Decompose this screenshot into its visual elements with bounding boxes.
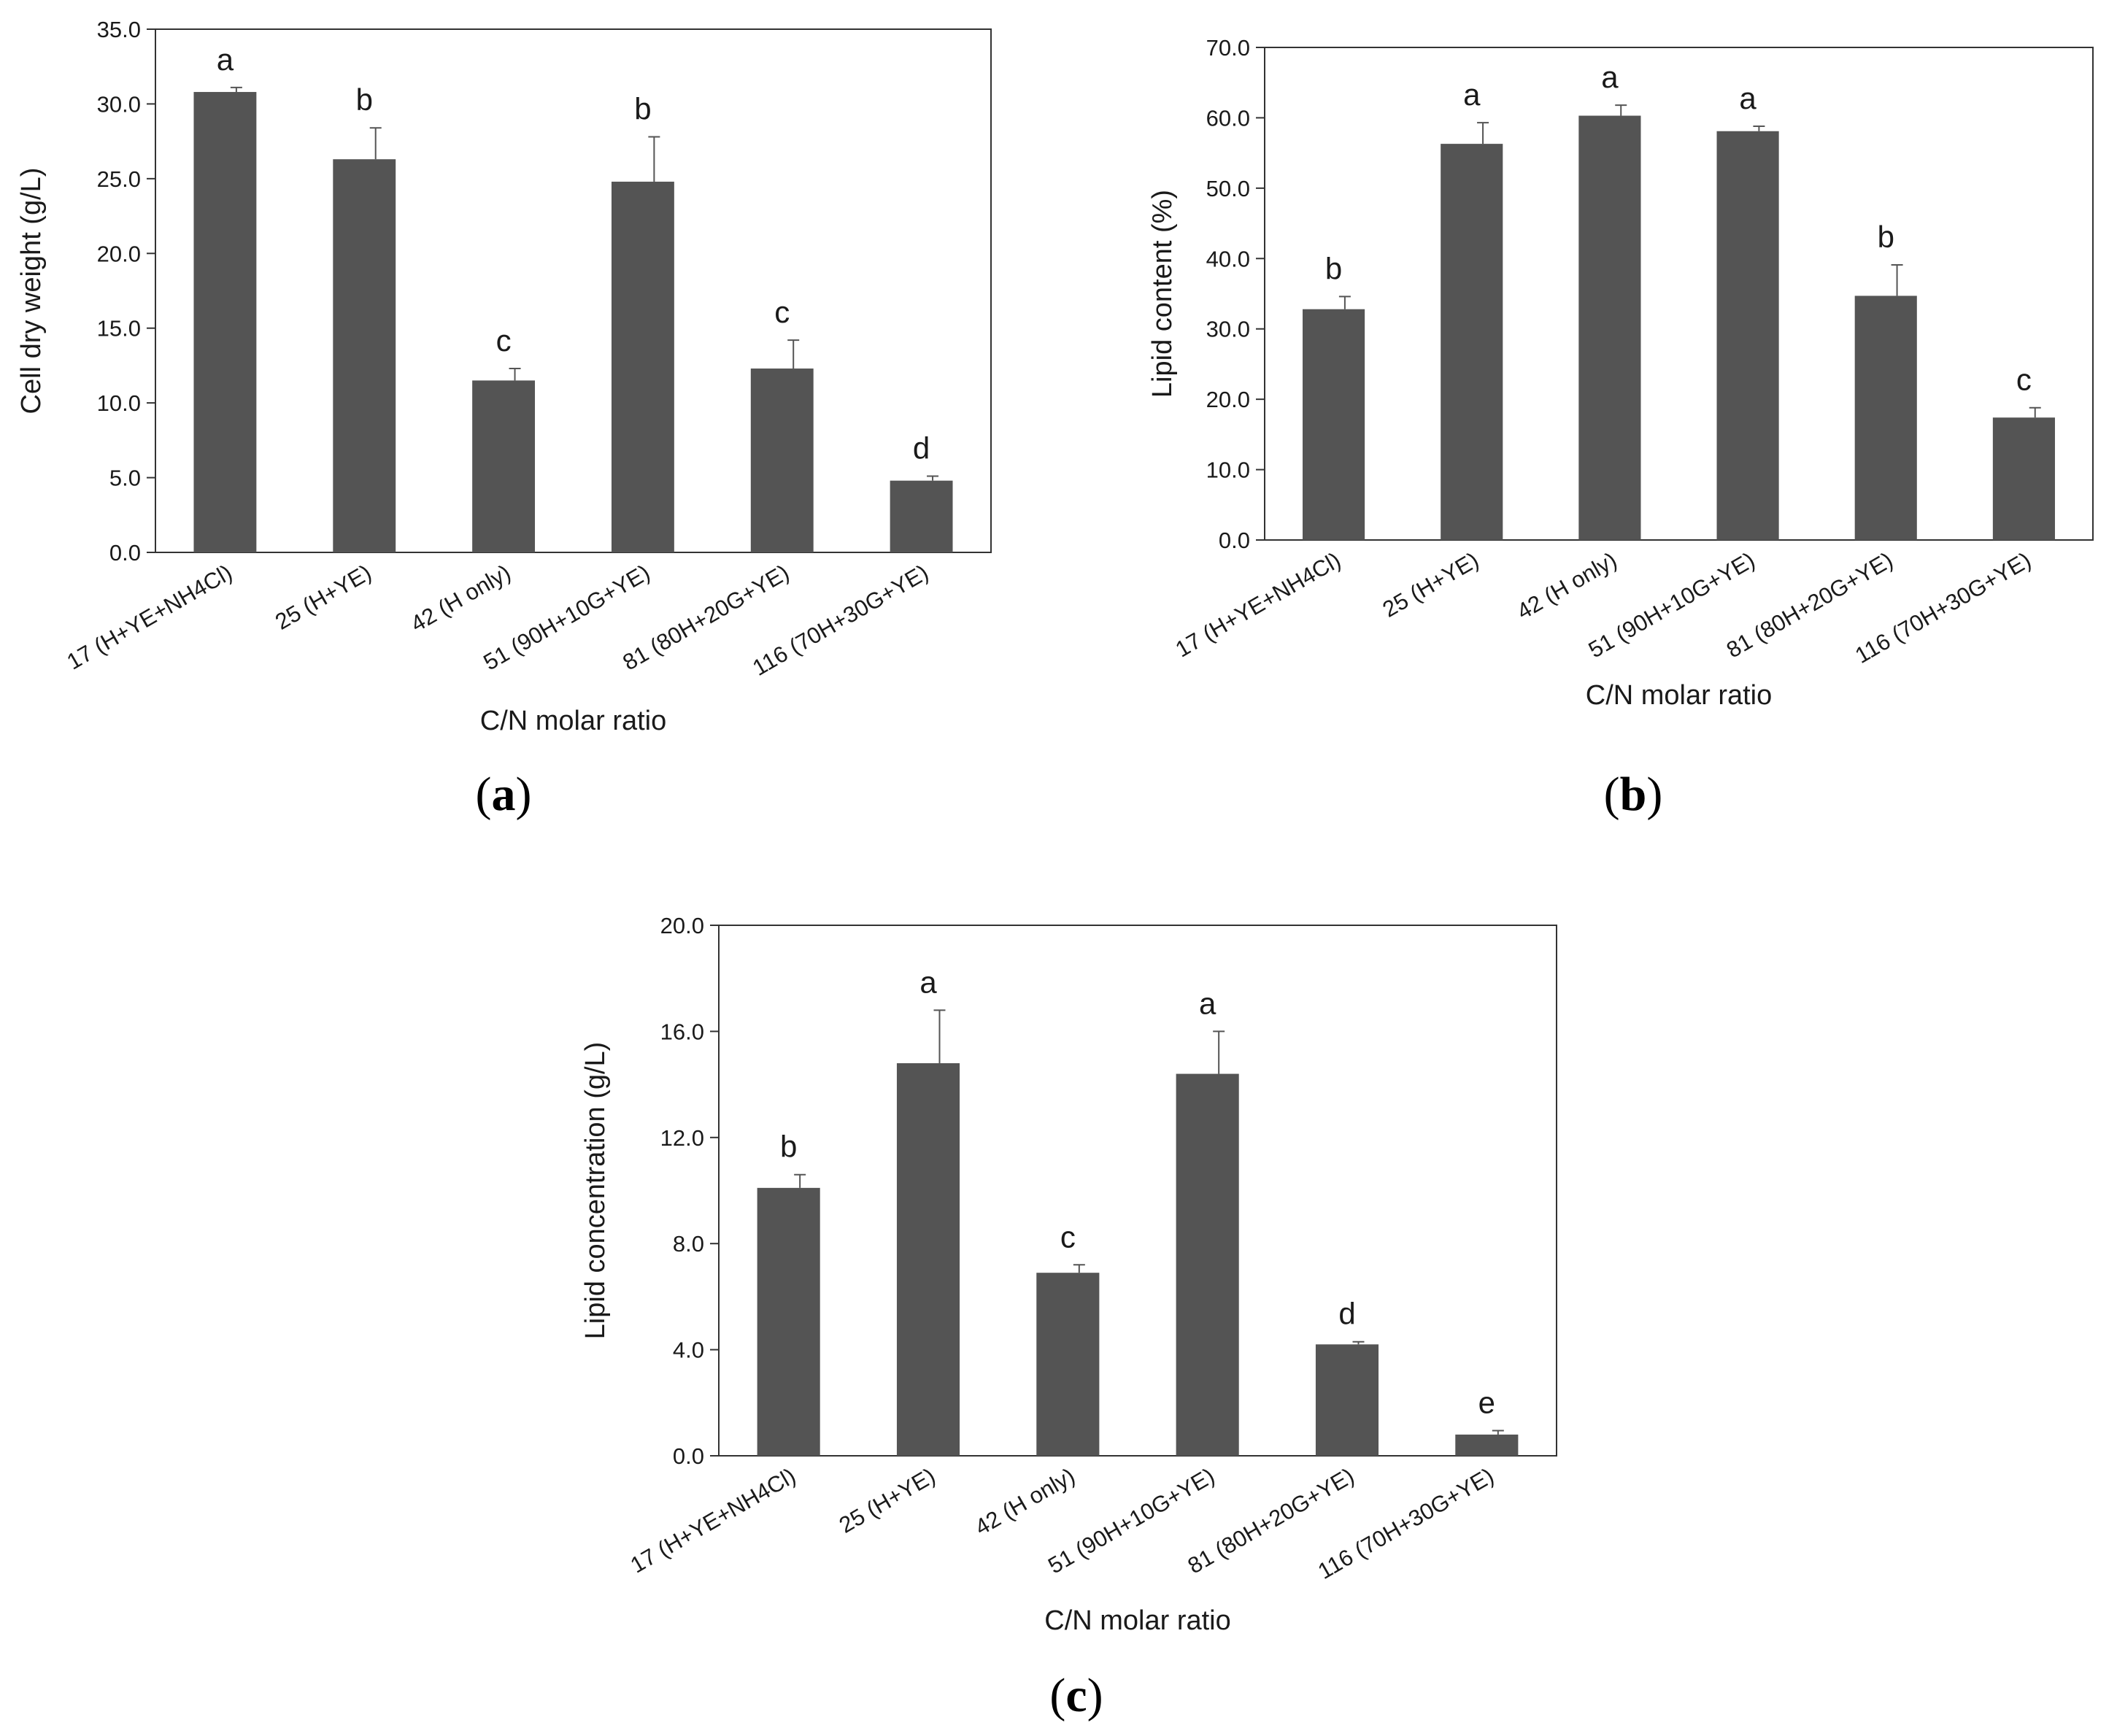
panel-b-lipid-content: 0.0 10.0 20.0 30.0 40.0 50.0 60.0 70.0 b 17 (H+YE…: [1147, 35, 2094, 821]
y-tick-label: 25.0: [97, 166, 141, 192]
x-tick-label: 25 (H+YE): [835, 1463, 940, 1538]
significance-letter: c: [774, 295, 790, 329]
significance-letter: a: [217, 42, 234, 77]
x-tick-label: 25 (H+YE): [1378, 547, 1484, 622]
panel-caption-part: ): [1087, 1669, 1103, 1722]
x-tick-label: 17 (H+YE+NH4Cl): [626, 1463, 800, 1578]
significance-letter: c: [1060, 1219, 1076, 1254]
plot-frame: [718, 925, 1557, 1457]
y-tick-label: 16.0: [660, 1019, 704, 1044]
bar: [1992, 417, 2055, 540]
significance-letter: c: [2016, 363, 2032, 397]
panel-c-lipid-concentration: 0.0 4.0 8.0 12.0 16.0 20.0 b 17 (H+YE+NH4Cl) a 25…: [580, 913, 1557, 1722]
x-tick-label: 17 (H+YE+NH4Cl): [1171, 547, 1345, 663]
x-tick-label: 42 (H only): [1513, 547, 1622, 625]
y-tick-label: 20.0: [97, 241, 141, 266]
x-axis-title: C/N molar ratio: [1044, 1605, 1231, 1636]
bar: [472, 380, 536, 552]
significance-letter: a: [1601, 60, 1619, 94]
y-tick-label: 30.0: [97, 91, 141, 117]
y-tick-label: 4.0: [673, 1338, 704, 1363]
y-axis-title: Cell dry weight (g/L): [16, 168, 47, 414]
significance-letter: b: [634, 91, 651, 126]
y-tick-label: 12.0: [660, 1125, 704, 1151]
bar: [611, 181, 674, 552]
significance-letter: a: [1463, 77, 1481, 112]
panel-caption-part: c: [1065, 1669, 1087, 1722]
x-tick-label: 42 (H only): [406, 560, 515, 637]
plot-frame: [1264, 47, 2094, 541]
panel-a-cell-dry-weight: 0.0 5.0 10.0 15.0 20.0 25.0 30.0 35.0 a 17 (H+YE+…: [16, 17, 992, 821]
panel-caption-part: (: [1049, 1669, 1065, 1722]
significance-letter: a: [1199, 986, 1216, 1020]
panel-caption-part: b: [1620, 768, 1647, 821]
y-tick-label: 20.0: [1206, 387, 1250, 412]
panel-caption-part: ): [1646, 768, 1662, 821]
significance-letter: b: [1325, 251, 1342, 285]
y-tick-label: 15.0: [97, 316, 141, 342]
y-axis-title: Lipid concentration (g/L): [580, 1042, 611, 1340]
plot-frame: [155, 28, 992, 553]
panel-caption: (b): [1604, 768, 1663, 821]
y-tick-label: 70.0: [1206, 35, 1250, 61]
y-tick-label: 30.0: [1206, 317, 1250, 342]
bar: [750, 369, 814, 552]
significance-letter: e: [1478, 1385, 1495, 1419]
y-tick-label: 20.0: [660, 913, 704, 938]
significance-letter: b: [1878, 220, 1894, 254]
bar: [1315, 1344, 1379, 1456]
y-tick-label: 0.0: [1219, 528, 1250, 553]
y-axis-title: Lipid content (%): [1147, 190, 1178, 398]
bar: [333, 159, 396, 552]
y-tick-label: 50.0: [1206, 176, 1250, 201]
bar: [1716, 131, 1779, 540]
bar: [193, 92, 257, 553]
x-axis-title: C/N molar ratio: [1586, 680, 1773, 711]
significance-letter: a: [1739, 81, 1757, 115]
x-axis-title: C/N molar ratio: [480, 706, 667, 736]
bar: [757, 1187, 820, 1456]
y-tick-label: 40.0: [1206, 246, 1250, 271]
significance-letter: d: [913, 431, 930, 466]
y-tick-label: 0.0: [673, 1443, 704, 1469]
bar: [1303, 309, 1365, 540]
bar: [1036, 1273, 1100, 1456]
significance-letter: d: [1338, 1297, 1355, 1331]
bar: [890, 480, 953, 552]
y-tick-label: 10.0: [1206, 458, 1250, 483]
y-tick-label: 35.0: [97, 17, 141, 42]
panel-caption: (a): [476, 768, 532, 821]
x-tick-label: 42 (H only): [971, 1463, 1079, 1540]
panel-caption-part: (: [476, 768, 492, 821]
x-tick-label: 17 (H+YE+NH4Cl): [63, 560, 236, 675]
bar: [896, 1063, 960, 1456]
significance-letter: a: [919, 965, 937, 999]
bar: [1854, 296, 1917, 540]
panel-caption-part: (: [1604, 768, 1620, 821]
bar: [1176, 1073, 1239, 1456]
bar: [1455, 1434, 1519, 1456]
y-tick-label: 10.0: [97, 390, 141, 416]
significance-letter: c: [496, 323, 512, 358]
bar: [1578, 115, 1641, 541]
significance-letter: b: [780, 1130, 797, 1164]
y-tick-label: 8.0: [673, 1231, 704, 1257]
panel-caption-part: ): [516, 768, 532, 821]
y-tick-label: 60.0: [1206, 105, 1250, 131]
significance-letter: b: [356, 82, 373, 117]
bar: [1441, 144, 1503, 540]
x-tick-label: 25 (H+YE): [271, 560, 376, 635]
y-tick-label: 0.0: [109, 540, 141, 566]
panel-caption-part: a: [492, 768, 516, 821]
panel-caption: (c): [1049, 1669, 1103, 1722]
y-tick-label: 5.0: [109, 466, 141, 491]
